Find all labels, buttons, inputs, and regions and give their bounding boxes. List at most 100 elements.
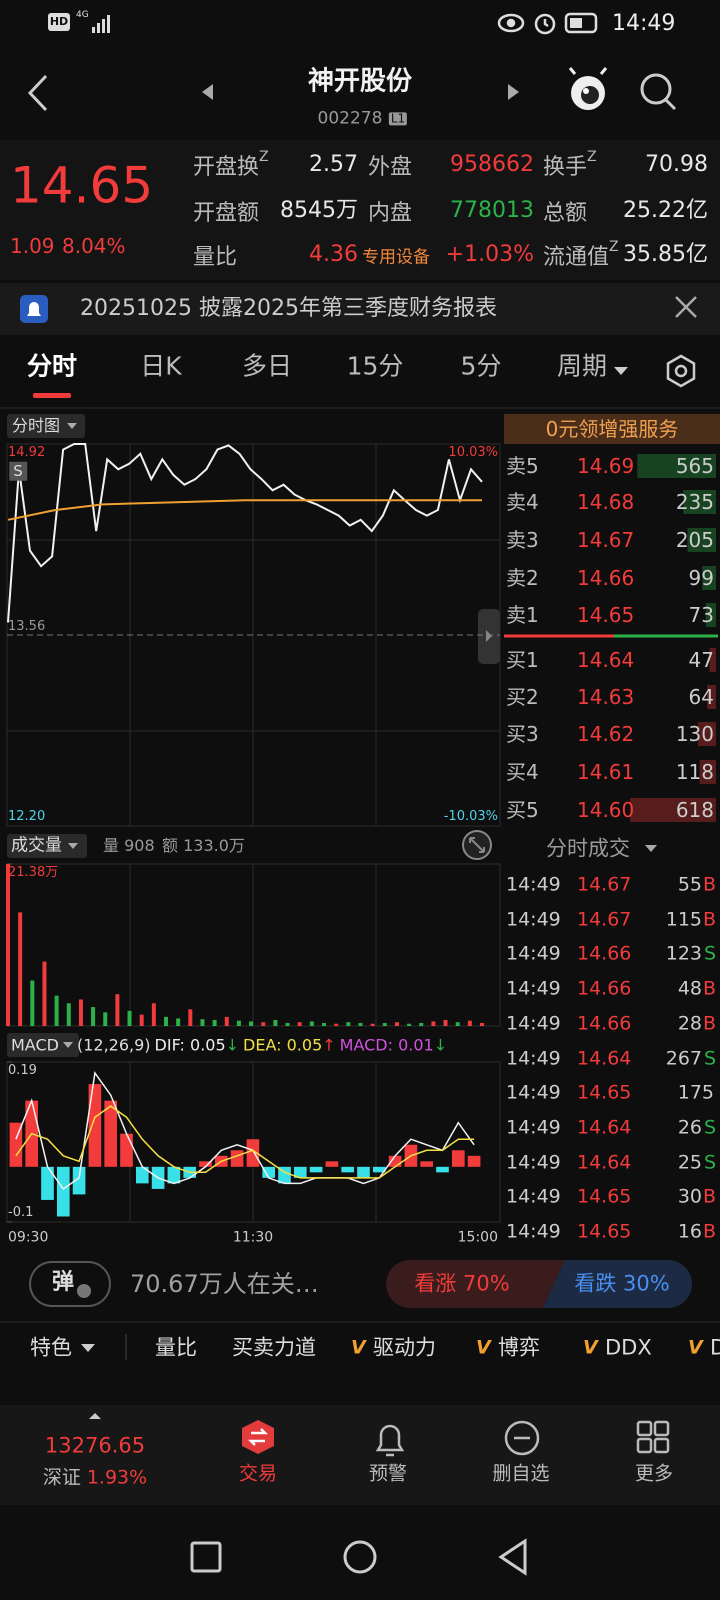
settings-icon[interactable] (666, 354, 696, 388)
volume-bar (249, 1021, 254, 1026)
next-stock[interactable] (508, 84, 519, 100)
book-volume: 118 (675, 760, 714, 784)
field-label: 专用设备 (362, 247, 430, 268)
field-label: 内盘 (368, 201, 413, 226)
macd-bar (451, 1150, 465, 1167)
notice-bar[interactable] (0, 283, 720, 335)
danmu-label[interactable]: 弹 (51, 1269, 75, 1295)
macd-bar (230, 1150, 244, 1167)
v-badge: V (688, 1336, 703, 1359)
chart-label[interactable]: 分时图 (12, 416, 61, 436)
depth-bar (705, 603, 716, 627)
tab-underline (33, 393, 71, 398)
search-icon[interactable] (640, 73, 677, 111)
prev-stock[interactable] (202, 84, 213, 100)
trade-price: 14.65 (577, 1081, 632, 1104)
feature-tab[interactable]: 买卖力道 (232, 1335, 316, 1360)
macd-value: MACD: 0.01 (339, 1035, 434, 1055)
field-label: 外盘 (368, 155, 413, 180)
close-notice[interactable] (675, 296, 697, 318)
nav-item[interactable]: 删自选 (492, 1462, 550, 1485)
volume-bar (188, 1009, 193, 1026)
tab[interactable]: 5分 (460, 351, 502, 381)
volume-bar (236, 1020, 241, 1026)
price-change: 1.09 (10, 234, 55, 258)
volume-selector[interactable] (7, 834, 87, 858)
field-value: 778013 (450, 197, 534, 223)
bear-label[interactable]: 看跌 30% (574, 1271, 670, 1296)
macd-bar (135, 1166, 149, 1184)
x-tick-label: 11:30 (232, 1229, 274, 1246)
nav-item[interactable]: 预警 (368, 1462, 408, 1485)
nav-item[interactable]: 交易 (238, 1462, 278, 1485)
macd-bar (41, 1166, 54, 1200)
more-icon[interactable] (636, 1420, 670, 1454)
service-banner[interactable] (504, 414, 720, 444)
tab[interactable]: 日K (140, 351, 182, 381)
feature-tab[interactable]: 驱动力 (373, 1335, 436, 1360)
volume-label[interactable]: 成交量 (11, 835, 62, 856)
mascot-icon[interactable] (568, 67, 608, 110)
tab[interactable]: 15分 (346, 351, 404, 381)
back-icon[interactable] (27, 74, 48, 112)
feature-tab[interactable]: D (710, 1335, 720, 1360)
trade-volume: 30 (677, 1185, 702, 1208)
trade-time: 14:49 (506, 1185, 561, 1208)
field-value: 958662 (450, 151, 534, 177)
bull-label[interactable]: 看涨 70% (414, 1271, 510, 1296)
trade-volume: 175 (677, 1081, 714, 1104)
trade-side: B (702, 1012, 716, 1035)
notice-text[interactable]: 20251025 披露2025年第三季度财务报表 (80, 295, 497, 321)
feature-tab[interactable]: 特色 (30, 1335, 72, 1360)
feature-tab[interactable]: DDX (605, 1335, 652, 1360)
tab[interactable]: 周期 (556, 351, 608, 381)
service-banner-text[interactable]: 0元领增强服务 (545, 417, 679, 441)
home-button[interactable] (343, 1540, 377, 1574)
macd-bar (341, 1166, 355, 1173)
macd-bar (104, 1100, 118, 1167)
volume-bar (480, 1022, 484, 1026)
book-volume: 565 (675, 454, 714, 478)
macd-selector[interactable] (7, 1033, 79, 1057)
bull-button[interactable] (386, 1260, 565, 1308)
book-volume: 618 (675, 798, 714, 822)
depth-bar (630, 798, 716, 822)
book-label: 卖2 (506, 566, 539, 590)
trade-time: 14:49 (506, 1220, 561, 1243)
nav-item[interactable]: 更多 (634, 1462, 674, 1485)
field-sup: Z (609, 239, 619, 255)
feature-tab[interactable]: 量比 (155, 1335, 197, 1360)
dropdown-icon (68, 843, 78, 849)
tab[interactable]: 分时 (26, 351, 78, 381)
macd-bar (467, 1155, 481, 1167)
chart-selector[interactable] (7, 414, 85, 438)
volume-bar (224, 1016, 229, 1026)
trade-side: B (702, 977, 716, 1000)
watchers-text: 70.67万人在关… (130, 1269, 319, 1298)
fullscreen-icon[interactable] (462, 830, 492, 860)
recents-button[interactable] (190, 1541, 222, 1573)
volume-now: 量 908 (103, 836, 155, 856)
volume-bar (285, 1022, 290, 1026)
tab[interactable]: 多日 (241, 351, 293, 381)
trade-side: S (703, 1151, 716, 1174)
trade-volume: 25 (677, 1151, 702, 1174)
dropdown-icon[interactable] (614, 367, 628, 375)
last-price: 14.65 (10, 156, 154, 215)
volume-bar (78, 999, 83, 1026)
remove-icon[interactable] (504, 1420, 540, 1456)
book-volume: 99 (688, 566, 714, 590)
macd-arrow: ↓ (433, 1035, 448, 1055)
danmu-button[interactable] (29, 1261, 111, 1307)
alert-icon[interactable] (375, 1424, 405, 1457)
volume-bar (261, 1022, 266, 1026)
back-button[interactable] (498, 1538, 527, 1576)
volume-bar (200, 1019, 205, 1026)
y2-tick-label: -10.03% (443, 808, 498, 824)
bear-button[interactable] (543, 1260, 692, 1308)
trade-icon[interactable] (242, 1420, 274, 1454)
volume-bar (30, 980, 35, 1026)
feature-tab[interactable]: 博弈 (498, 1335, 540, 1360)
trade-price: 14.65 (577, 1220, 632, 1243)
